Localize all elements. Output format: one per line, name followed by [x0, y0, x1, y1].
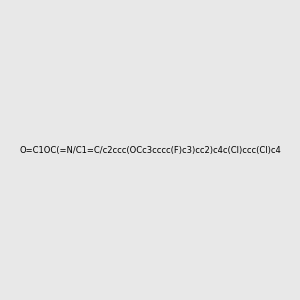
- Text: O=C1OC(=N/C1=C/c2ccc(OCc3cccc(F)c3)cc2)c4c(Cl)ccc(Cl)c4: O=C1OC(=N/C1=C/c2ccc(OCc3cccc(F)c3)cc2)c…: [19, 146, 281, 154]
